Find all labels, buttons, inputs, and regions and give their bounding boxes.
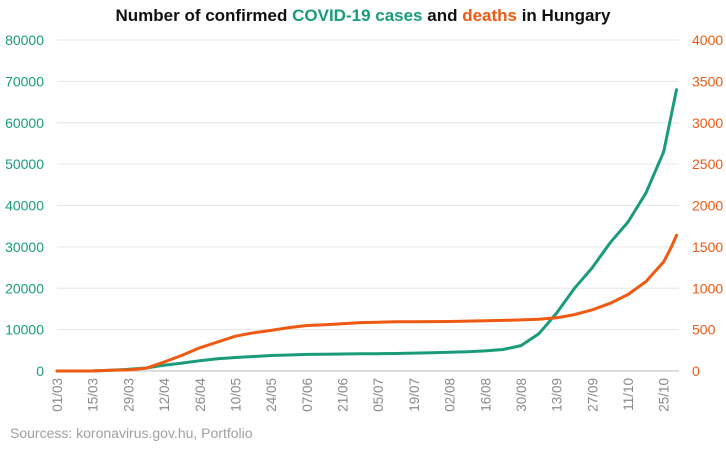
source-note: Sourcess: koronavirus.gov.hu, Portfolio: [10, 425, 253, 441]
x-tick-label: 11/10: [621, 378, 636, 411]
title-deaths-word: deaths: [462, 6, 517, 25]
left-tick-label: 20000: [5, 280, 44, 296]
right-tick-label: 1500: [692, 239, 723, 255]
x-tick-label: 12/04: [157, 378, 172, 412]
left-tick-label: 70000: [5, 73, 44, 89]
x-tick-label: 29/03: [121, 378, 136, 412]
deaths-line: [55, 233, 678, 373]
x-axis-ticks: 01/03 15/03 29/03 12/04 26/04 10/05 24/05 07/06…: [50, 378, 672, 412]
x-tick-label: 30/08: [514, 378, 529, 412]
series-lines: [55, 88, 678, 373]
x-tick-label: 10/05: [228, 378, 243, 412]
right-tick-label: 500: [692, 322, 716, 338]
left-axis-ticks: 0 10000 20000 30000 40000 50000 60000 70000 8000…: [5, 32, 44, 379]
right-tick-label: 2000: [692, 198, 723, 214]
right-axis-ticks: 0 500 1000 1500 2000 2500 3000 3500 4000: [692, 32, 723, 379]
x-tick-label: 27/09: [585, 378, 600, 412]
chart-title: Number of confirmed COVID-19 cases and d…: [0, 6, 726, 26]
cases-line: [55, 88, 678, 373]
title-part-2: and: [422, 6, 463, 25]
left-tick-label: 80000: [5, 32, 44, 48]
x-tick-label: 16/08: [478, 378, 493, 412]
right-tick-label: 3000: [692, 115, 723, 131]
left-tick-label: 10000: [5, 322, 44, 338]
title-cases-word: COVID-19 cases: [292, 6, 423, 25]
title-part-1: Number of confirmed: [115, 6, 293, 25]
x-tick-label: 15/03: [86, 378, 101, 412]
right-tick-label: 0: [692, 363, 700, 379]
x-tick-label: 21/06: [336, 378, 351, 412]
x-tick-label: 02/08: [443, 378, 458, 412]
left-tick-label: 30000: [5, 239, 44, 255]
right-tick-label: 2500: [692, 156, 723, 172]
x-tick-label: 07/06: [300, 378, 315, 412]
right-tick-label: 3500: [692, 73, 723, 89]
x-tick-label: 25/10: [657, 378, 672, 412]
x-tick-label: 05/07: [371, 378, 386, 412]
right-tick-label: 1000: [692, 280, 723, 296]
x-tick-label: 13/09: [550, 378, 565, 412]
left-tick-label: 60000: [5, 115, 44, 131]
x-tick-label: 01/03: [50, 378, 65, 412]
left-tick-label: 50000: [5, 156, 44, 172]
left-tick-label: 40000: [5, 198, 44, 214]
x-tick-label: 26/04: [193, 378, 208, 412]
left-tick-label: 0: [36, 363, 44, 379]
right-tick-label: 4000: [692, 32, 723, 48]
x-tick-label: 19/07: [407, 378, 422, 412]
title-part-3: in Hungary: [516, 6, 611, 25]
x-tick-label: 24/05: [264, 378, 279, 412]
